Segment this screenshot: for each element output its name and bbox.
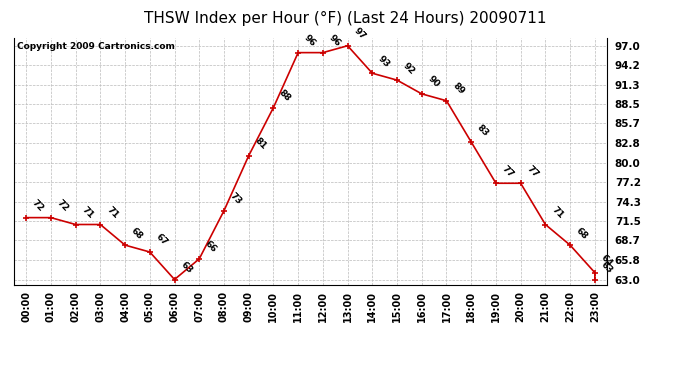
Text: 68: 68 <box>129 226 144 241</box>
Text: 93: 93 <box>377 54 392 69</box>
Text: 89: 89 <box>451 81 466 97</box>
Text: 77: 77 <box>525 164 540 179</box>
Text: 96: 96 <box>302 33 317 48</box>
Text: 63: 63 <box>599 260 614 275</box>
Text: 83: 83 <box>475 123 491 138</box>
Text: 77: 77 <box>500 164 515 179</box>
Text: 96: 96 <box>327 33 342 48</box>
Text: Copyright 2009 Cartronics.com: Copyright 2009 Cartronics.com <box>17 42 175 51</box>
Text: 72: 72 <box>55 198 70 213</box>
Text: 66: 66 <box>204 240 219 255</box>
Text: 88: 88 <box>277 88 293 104</box>
Text: 97: 97 <box>352 26 367 42</box>
Text: 72: 72 <box>30 198 46 213</box>
Text: 81: 81 <box>253 136 268 152</box>
Text: 90: 90 <box>426 75 441 90</box>
Text: 67: 67 <box>154 232 169 248</box>
Text: 92: 92 <box>401 61 417 76</box>
Text: 71: 71 <box>80 205 95 220</box>
Text: 73: 73 <box>228 191 244 207</box>
Text: 71: 71 <box>104 205 120 220</box>
Text: THSW Index per Hour (°F) (Last 24 Hours) 20090711: THSW Index per Hour (°F) (Last 24 Hours)… <box>144 11 546 26</box>
Text: 63: 63 <box>179 260 194 275</box>
Text: 64: 64 <box>599 253 614 268</box>
Text: 68: 68 <box>574 226 589 241</box>
Text: 71: 71 <box>549 205 565 220</box>
